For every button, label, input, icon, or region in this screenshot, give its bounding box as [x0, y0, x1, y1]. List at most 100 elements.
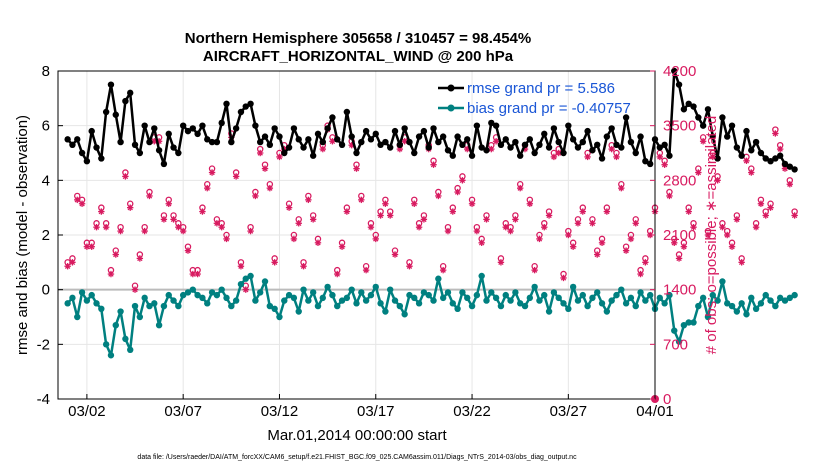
obs-assimilated-point	[430, 161, 437, 168]
obs-assimilated-stroke	[791, 212, 798, 219]
rmse-point	[454, 133, 461, 140]
bias-point	[194, 291, 201, 299]
bias-point	[502, 291, 509, 299]
rmse-point	[709, 133, 716, 140]
obs-assimilated-stroke	[243, 286, 249, 293]
bias-point	[218, 286, 225, 293]
obs-assimilated-point	[242, 286, 249, 293]
bias-point	[406, 291, 413, 299]
rmse-point	[791, 166, 798, 173]
bias-point	[786, 294, 794, 302]
rmse-point	[179, 122, 187, 129]
obs-assimilated-point	[776, 145, 784, 153]
obs-assimilated-stroke	[267, 185, 273, 191]
chart-title-line1: Northern Hemisphere 305658 / 310457 = 98…	[185, 30, 531, 47]
legend-bias-label: bias grand pr = -0.40757	[467, 100, 631, 117]
obs-assimilated-point	[603, 208, 611, 215]
obs-assimilated-stroke	[190, 271, 196, 277]
obs-assimilated-stroke	[787, 181, 793, 187]
bias-point	[242, 275, 249, 282]
obs-assimilated-stroke	[64, 263, 71, 269]
bias-point	[589, 294, 596, 302]
bias-point	[69, 294, 76, 302]
bias-point	[160, 302, 168, 310]
rmse-point	[290, 125, 298, 132]
rmse-point	[261, 133, 269, 140]
obs-assimilated-point	[526, 200, 534, 207]
x-axis-ticks: 03/02 03/07 03/12 03/17 03/22 03/27 04/01	[68, 394, 674, 420]
obs-assimilated-stroke	[257, 150, 263, 156]
obs-assimilated-point	[257, 149, 264, 157]
bias-point	[776, 294, 784, 302]
rmse-point	[194, 130, 201, 138]
bias-point	[632, 302, 639, 310]
bias-point	[497, 302, 505, 310]
bias-point	[232, 297, 240, 304]
bias-point	[695, 302, 702, 310]
obs-count-series	[64, 122, 798, 403]
obs-assimilated-stroke	[657, 154, 663, 160]
bias-point	[594, 289, 601, 296]
obs-assimilated-point	[618, 184, 625, 192]
bias-point	[719, 278, 726, 285]
obs-assimilated-stroke	[329, 138, 336, 144]
obs-assimilated-stroke	[710, 154, 716, 160]
obs-assimilated-point	[449, 208, 456, 215]
obs-assimilated-stroke	[84, 244, 90, 250]
obs-assimilated-stroke	[681, 244, 687, 250]
obs-assimilated-stroke	[565, 232, 572, 238]
bias-point	[329, 291, 336, 299]
obs-assimilated-point	[545, 212, 553, 219]
rmse-point	[107, 81, 115, 88]
obs-assimilated-stroke	[580, 208, 586, 215]
rmse-point	[362, 127, 370, 135]
obs-assimilated-point	[728, 243, 736, 250]
bias-point	[165, 291, 172, 299]
obs-assimilated-stroke	[103, 224, 109, 230]
obs-assimilated-stroke	[218, 224, 225, 230]
obs-assimilated-point	[179, 227, 187, 235]
rmse-point	[141, 122, 148, 129]
obs-assimilated-point	[714, 177, 721, 184]
obs-assimilated-point	[695, 169, 702, 176]
obs-assimilated-stroke	[782, 165, 788, 172]
obs-assimilated-point	[78, 200, 86, 207]
bias-point	[435, 275, 442, 282]
rmse-point	[300, 144, 307, 151]
obs-assimilated-stroke	[734, 216, 740, 223]
rmse-point	[449, 152, 456, 159]
bias-point	[714, 297, 721, 304]
obs-assimilated-point	[223, 235, 230, 243]
obs-assimilated-point	[685, 208, 692, 215]
obs-assimilated-point	[541, 223, 548, 231]
obs-assimilated-point	[454, 188, 461, 196]
obs-assimilated-point	[608, 145, 615, 153]
obs-assimilated-point	[343, 208, 351, 215]
rmse-point	[714, 155, 721, 162]
rmse-point	[69, 141, 76, 148]
rmse-point	[579, 138, 586, 146]
bias-point	[266, 302, 274, 310]
obs-assimilated-point	[757, 200, 765, 207]
obs-assimilated-stroke	[401, 138, 408, 144]
rmse-point	[656, 144, 664, 151]
obs-assimilated-point	[74, 196, 81, 204]
obs-assimilated-stroke	[690, 224, 697, 230]
rmse-point	[627, 138, 635, 146]
obs-assimilated-stroke	[541, 224, 547, 230]
bias-point	[439, 294, 447, 302]
obs-assimilated-point	[502, 223, 509, 231]
obs-assimilated-point	[680, 243, 688, 250]
rmse-point	[622, 114, 630, 121]
obs-assimilated-point	[671, 239, 678, 247]
obs-assimilated-stroke	[560, 275, 567, 281]
obs-assimilated-stroke	[613, 154, 620, 160]
obs-assimilated-stroke	[594, 251, 600, 258]
y-axis-left-label: rmse and bias (model - observation)	[14, 115, 31, 355]
obs-assimilated-point	[127, 204, 134, 211]
rmse-point	[646, 160, 654, 168]
obs-assimilated-point	[415, 223, 423, 231]
bias-point	[343, 294, 351, 302]
obs-assimilated-stroke	[305, 197, 312, 203]
obs-assimilated-point	[699, 138, 707, 145]
